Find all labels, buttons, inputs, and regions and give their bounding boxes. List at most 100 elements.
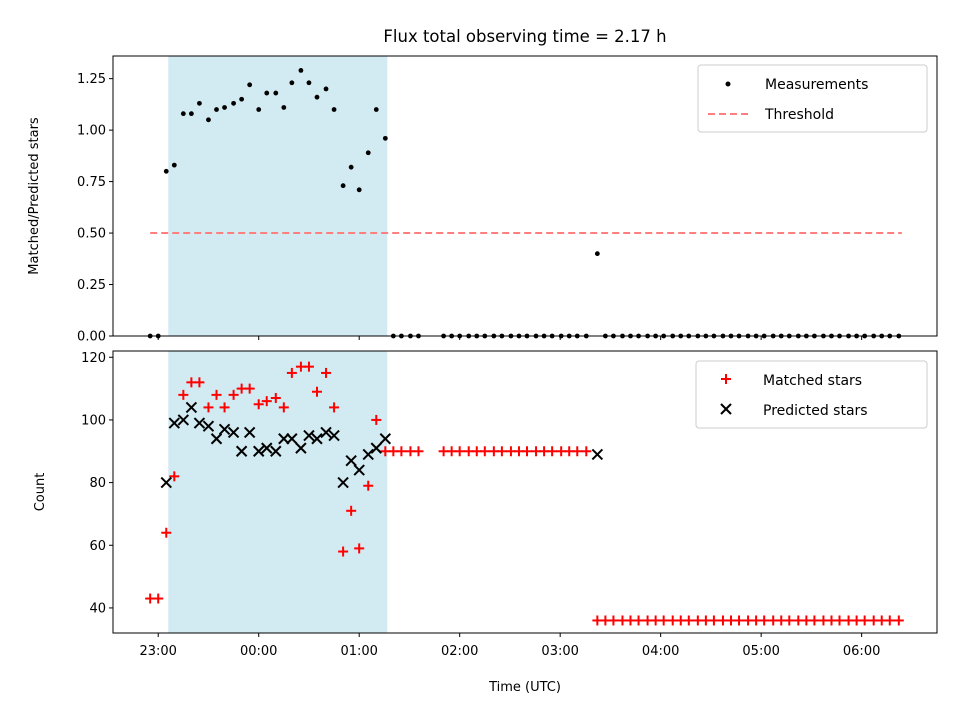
y-tick-label: 120	[81, 351, 106, 366]
predicted-star-point	[345, 454, 357, 467]
measurement-point	[289, 80, 295, 86]
y-tick-label: 0.50	[77, 227, 106, 242]
predicted-star-point	[370, 442, 382, 454]
measurement-point	[348, 164, 354, 170]
matched-star-point	[363, 480, 374, 491]
matched-star-point	[496, 446, 507, 457]
predicted-star-point	[311, 433, 323, 445]
count-y-axis-label: Count	[33, 473, 48, 512]
predicted-star-point	[218, 423, 231, 436]
ratio-legend: Measurements Threshold	[697, 64, 928, 133]
measurement-point	[306, 80, 312, 86]
matched-star-point	[396, 446, 407, 457]
matched-star-point	[859, 615, 870, 626]
matched-star-point	[759, 615, 770, 626]
measurement-point	[373, 107, 379, 112]
matched-star-point	[211, 389, 222, 400]
matched-star-point	[413, 446, 424, 457]
matched-star-point	[178, 389, 189, 400]
predicted-star-point	[210, 433, 223, 445]
matched-star-point	[893, 615, 904, 626]
predicted-star-point	[202, 420, 215, 432]
matched-star-point	[253, 399, 264, 410]
measurement-point	[214, 107, 219, 112]
measurement-point	[340, 183, 346, 189]
measurement-point	[382, 135, 388, 141]
y-tick-label: 40	[89, 601, 106, 616]
measurement-point	[163, 168, 169, 174]
predicted-star-point	[591, 448, 604, 461]
predicted-star-point	[193, 417, 206, 429]
matched-star-point	[683, 615, 694, 626]
y-tick-label: 1.00	[77, 124, 106, 139]
matched-star-point	[454, 446, 465, 457]
y-tick-label: 0.25	[77, 278, 106, 293]
measurement-point	[298, 68, 304, 73]
predicted-star-point	[362, 448, 374, 461]
x-tick-label: 23:00	[139, 644, 176, 659]
matched-star-point	[809, 615, 820, 626]
count-panel: 40 60 80 100 120 Count 23:00 00:00 01:00 02:00 0…	[33, 350, 938, 695]
matched-star-point	[834, 615, 845, 626]
predicted-star-point	[286, 433, 298, 445]
legend-predicted-label: Predicted stars	[763, 403, 868, 419]
matched-star-point	[244, 383, 255, 394]
measurement-point	[247, 82, 253, 88]
matched-star-point	[321, 367, 332, 378]
matched-star-point	[228, 389, 239, 400]
measurement-point	[171, 162, 177, 168]
y-tick-label: 1.25	[77, 72, 106, 87]
measurement-point	[231, 100, 236, 106]
legend-matched-marker	[721, 374, 731, 384]
legend-threshold-label: Threshold	[764, 107, 834, 123]
highlight-span	[168, 56, 388, 336]
predicted-star-point	[235, 445, 248, 457]
predicted-star-point	[295, 442, 307, 454]
matched-star-point	[608, 615, 619, 626]
measurement-point	[331, 107, 337, 112]
count-axes-frame	[112, 350, 938, 634]
predicted-star-point	[320, 426, 332, 439]
matched-star-point	[161, 527, 172, 538]
legend-measurements-label: Measurements	[765, 77, 868, 93]
matched-star-point	[261, 396, 272, 407]
matched-star-point	[708, 615, 719, 626]
predicted-star-point	[227, 426, 240, 439]
measurement-point	[264, 90, 270, 96]
y-tick-label: 100	[81, 413, 106, 428]
measurement-point	[222, 105, 227, 110]
legend-measurements-marker	[725, 81, 731, 87]
x-tick-label: 04:00	[642, 644, 679, 659]
matched-star-point	[522, 446, 533, 457]
measurement-point	[594, 251, 600, 257]
measurement-point	[180, 111, 186, 117]
legend-matched-label: Matched stars	[763, 373, 862, 389]
matched-star-point	[479, 446, 490, 457]
matched-star-point	[547, 446, 558, 457]
measurement-point	[188, 111, 194, 117]
predicted-star-point	[379, 433, 392, 445]
predicted-star-point	[243, 426, 256, 439]
predicted-star-point	[353, 464, 365, 476]
matched-star-point	[278, 402, 289, 413]
matched-star-point	[338, 546, 349, 557]
ratio-y-axis-label: Matched/Predicted stars	[27, 117, 42, 275]
highlight-span	[168, 351, 388, 633]
measurement-point	[281, 105, 287, 110]
matched-star-point	[194, 377, 205, 388]
x-axis-label: Time (UTC)	[488, 680, 561, 695]
x-tick-label: 02:00	[441, 644, 478, 659]
predicted-star-point	[270, 445, 282, 457]
x-tick-label: 05:00	[742, 644, 779, 659]
x-tick-label: 00:00	[240, 644, 277, 659]
measurement-point	[314, 94, 320, 100]
measurement-point	[365, 150, 371, 156]
predicted-star-point	[168, 417, 181, 429]
measurement-point	[356, 187, 362, 193]
ratio-axes-frame	[112, 55, 938, 337]
matched-star-point	[371, 414, 382, 425]
matched-star-point	[734, 615, 745, 626]
predicted-star-point	[261, 442, 273, 454]
x-tick-label: 01:00	[340, 644, 377, 659]
